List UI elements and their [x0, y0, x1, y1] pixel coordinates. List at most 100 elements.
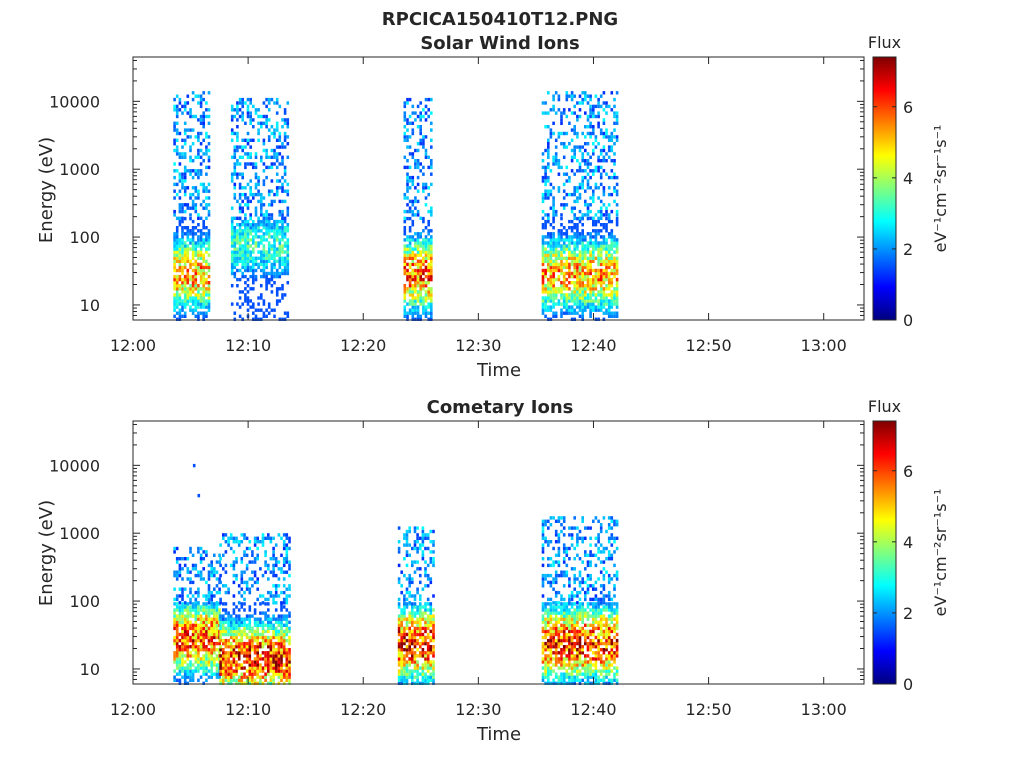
heatmap-cell — [249, 193, 252, 196]
heatmap-cell — [173, 254, 176, 257]
heatmap-cell — [276, 293, 279, 296]
heatmap-cell — [249, 673, 252, 676]
heatmap-cell — [187, 676, 190, 679]
heatmap-cell — [244, 232, 247, 235]
heatmap-cell — [271, 309, 274, 312]
heatmap-cell — [406, 186, 409, 189]
heatmap-cell — [241, 605, 244, 608]
heatmap-cell — [411, 608, 414, 611]
heatmap-cell — [555, 571, 558, 574]
heatmap-cell — [576, 223, 579, 226]
heatmap-cell — [279, 266, 282, 269]
heatmap-cell — [288, 567, 291, 570]
heatmap-cell — [249, 676, 252, 679]
heatmap-cell — [597, 257, 600, 260]
heatmap-cell — [205, 101, 208, 104]
heatmap-cell — [187, 260, 190, 263]
heatmap-cell — [202, 611, 205, 614]
heatmap-cell — [241, 105, 244, 108]
heatmap-cell — [279, 260, 282, 263]
heatmap-cell — [419, 128, 422, 131]
heatmap-cell — [235, 642, 238, 645]
heatmap-cell — [568, 247, 571, 250]
heatmap-cell — [398, 547, 401, 550]
heatmap-cell — [403, 642, 406, 645]
heatmap-cell — [222, 602, 225, 605]
heatmap-cell — [584, 299, 587, 302]
heatmap-cell — [406, 190, 409, 193]
heatmap-cell — [257, 235, 260, 238]
heatmap-cell — [544, 574, 547, 577]
heatmap-cell — [430, 166, 433, 169]
heatmap-cell — [552, 630, 555, 633]
heatmap-cell — [430, 614, 433, 617]
heatmap-cell — [419, 101, 422, 104]
heatmap-cell — [244, 275, 247, 278]
heatmap-cell — [408, 601, 411, 604]
heatmap-cell — [249, 624, 252, 627]
heatmap-cell — [241, 663, 244, 666]
heatmap-cell — [425, 149, 428, 152]
heatmap-cell — [181, 203, 184, 206]
heatmap-cell — [547, 213, 550, 216]
heatmap-cell — [179, 98, 182, 101]
heatmap-cell — [208, 244, 211, 247]
heatmap-cell — [542, 523, 545, 526]
heatmap-cell — [552, 679, 555, 682]
heatmap-cell — [218, 611, 221, 614]
heatmap-cell — [417, 266, 420, 269]
heatmap-cell — [222, 648, 225, 651]
heatmap-cell — [547, 241, 550, 244]
heatmap-cell — [550, 190, 553, 193]
heatmap-cell — [568, 312, 571, 315]
heatmap-cell — [406, 588, 409, 591]
heatmap-cell — [416, 663, 419, 666]
heatmap-cell — [544, 605, 547, 608]
heatmap-cell — [176, 660, 179, 663]
heatmap-cell — [189, 645, 192, 648]
heatmap-cell — [213, 554, 216, 557]
heatmap-cell — [544, 235, 547, 238]
heatmap-cell — [611, 312, 614, 315]
heatmap-cell — [558, 633, 561, 636]
heatmap-cell — [179, 669, 182, 672]
colorbar-tick-label: 4 — [903, 169, 913, 188]
heatmap-cell — [550, 247, 553, 250]
heatmap-cell — [419, 269, 422, 272]
heatmap-cell — [208, 238, 211, 241]
heatmap-cell — [422, 139, 425, 142]
heatmap-cell — [568, 663, 571, 666]
heatmap-cell — [225, 651, 228, 654]
heatmap-cell — [544, 193, 547, 196]
heatmap-cell — [195, 624, 198, 627]
heatmap-cell — [287, 122, 290, 125]
heatmap-cell — [213, 608, 216, 611]
heatmap-cell — [603, 101, 606, 104]
heatmap-cell — [576, 287, 579, 290]
heatmap-cell — [576, 278, 579, 281]
heatmap-cell — [252, 263, 255, 266]
heatmap-cell — [600, 207, 603, 210]
heatmap-cell — [200, 263, 203, 266]
heatmap-cell — [192, 186, 195, 189]
heatmap-cell — [605, 223, 608, 226]
heatmap-cell — [236, 254, 239, 257]
heatmap-cell — [252, 312, 255, 315]
heatmap-cell — [427, 636, 430, 639]
heatmap-cell — [427, 627, 430, 630]
heatmap-cell — [552, 657, 555, 660]
heatmap-cell — [219, 660, 222, 663]
heatmap-cell — [187, 666, 190, 669]
heatmap-cell — [568, 305, 571, 308]
heatmap-cell — [230, 660, 233, 663]
heatmap-cell — [568, 594, 571, 597]
heatmap-cell — [287, 213, 290, 216]
heatmap-cell — [278, 577, 281, 580]
heatmap-cell — [272, 627, 275, 630]
heatmap-cell — [552, 601, 555, 604]
heatmap-cell — [412, 293, 415, 296]
heatmap-cell — [283, 591, 286, 594]
heatmap-cell — [542, 284, 545, 287]
heatmap-cell — [412, 200, 415, 203]
heatmap-cell — [243, 645, 246, 648]
